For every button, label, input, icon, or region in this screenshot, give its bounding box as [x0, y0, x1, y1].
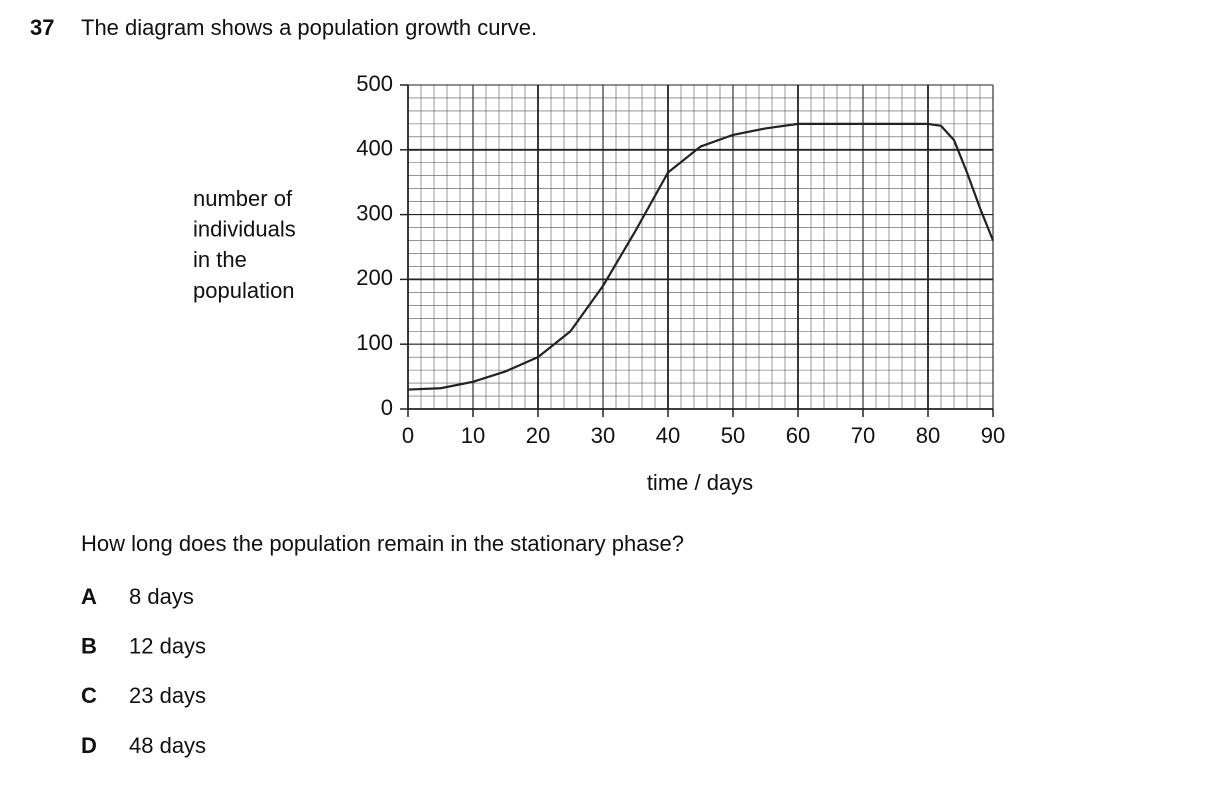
- y-axis-label: population: [193, 278, 295, 303]
- question: How long does the population remain in t…: [81, 531, 684, 556]
- y-tick-label: 100: [356, 330, 393, 355]
- intro: The diagram shows a population growth cu…: [81, 15, 537, 40]
- y-tick-label: 0: [381, 395, 393, 420]
- y-axis-label: individuals: [193, 217, 296, 242]
- option-text: 12 days: [129, 634, 206, 659]
- x-tick-label: 20: [526, 423, 550, 448]
- x-tick-label: 40: [656, 423, 680, 448]
- y-tick-label: 300: [356, 200, 393, 225]
- x-tick-label: 10: [461, 423, 485, 448]
- option-text: 48 days: [129, 733, 206, 758]
- x-tick-label: 50: [721, 423, 745, 448]
- x-tick-label: 80: [916, 423, 940, 448]
- option-letter: C: [81, 683, 97, 708]
- option-letter: D: [81, 733, 97, 758]
- y-axis-label: in the: [193, 247, 247, 272]
- x-axis-label: time / days: [647, 470, 753, 495]
- x-tick-label: 90: [981, 423, 1005, 448]
- option-letter: A: [81, 584, 97, 609]
- x-tick-label: 30: [591, 423, 615, 448]
- x-tick-label: 70: [851, 423, 875, 448]
- y-axis-label: number of: [193, 186, 293, 211]
- option-letter: B: [81, 634, 97, 659]
- growth-curve: [407, 122, 995, 391]
- question-number: 37: [30, 15, 54, 40]
- x-tick-label: 0: [402, 423, 414, 448]
- option-text: 23 days: [129, 683, 206, 708]
- y-tick-label: 200: [356, 265, 393, 290]
- option-text: 8 days: [129, 584, 194, 609]
- y-tick-label: 400: [356, 136, 393, 161]
- x-tick-label: 60: [786, 423, 810, 448]
- y-tick-label: 500: [356, 71, 393, 96]
